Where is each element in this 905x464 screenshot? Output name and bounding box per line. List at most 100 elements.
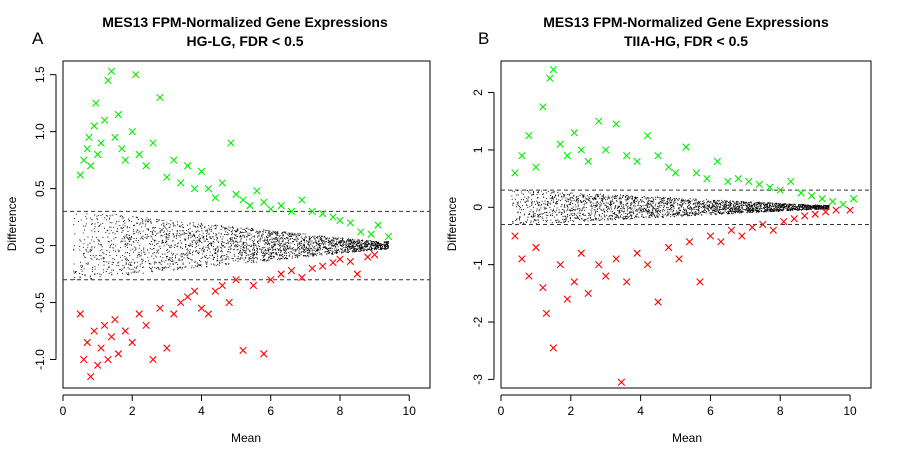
- nonsignificant-point: [289, 238, 291, 241]
- nonsignificant-point: [323, 236, 326, 238]
- nonsignificant-point: [321, 253, 323, 255]
- nonsignificant-point: [652, 197, 654, 199]
- nonsignificant-point: [258, 232, 260, 234]
- nonsignificant-point: [371, 246, 373, 248]
- nonsignificant-point: [716, 205, 718, 207]
- nonsignificant-point: [147, 229, 149, 231]
- nonsignificant-point: [198, 264, 200, 266]
- nonsignificant-point: [230, 242, 232, 245]
- nonsignificant-point: [220, 250, 222, 252]
- nonsignificant-point: [317, 244, 319, 246]
- nonsignificant-point: [129, 254, 131, 257]
- nonsignificant-point: [192, 252, 194, 254]
- nonsignificant-point: [307, 248, 309, 250]
- nonsignificant-point: [243, 231, 245, 233]
- nonsignificant-point: [345, 251, 347, 253]
- nonsignificant-point: [626, 214, 628, 216]
- nonsignificant-point: [317, 246, 319, 248]
- nonsignificant-point: [90, 278, 92, 280]
- nonsignificant-point: [806, 206, 808, 208]
- nonsignificant-point: [636, 210, 638, 212]
- nonsignificant-point: [161, 229, 163, 231]
- nonsignificant-point: [232, 257, 234, 259]
- nonsignificant-point: [768, 208, 770, 210]
- nonsignificant-point: [102, 269, 104, 271]
- nonsignificant-point: [690, 209, 692, 211]
- nonsignificant-point: [158, 267, 160, 269]
- nonsignificant-point: [278, 257, 280, 259]
- nonsignificant-point: [568, 209, 570, 211]
- nonsignificant-point: [639, 208, 641, 210]
- nonsignificant-point: [752, 203, 755, 205]
- nonsignificant-point: [118, 251, 120, 253]
- nonsignificant-point: [195, 243, 197, 246]
- nonsignificant-point: [705, 206, 707, 208]
- nonsignificant-point: [677, 213, 679, 215]
- nonsignificant-point: [276, 248, 278, 250]
- nonsignificant-point: [627, 212, 629, 214]
- nonsignificant-point: [111, 264, 113, 266]
- nonsignificant-point: [267, 248, 269, 250]
- nonsignificant-point: [221, 233, 223, 235]
- nonsignificant-point: [614, 208, 616, 210]
- nonsignificant-point: [286, 247, 288, 249]
- nonsignificant-point: [715, 201, 717, 203]
- nonsignificant-point: [739, 212, 741, 214]
- nonsignificant-point: [676, 210, 678, 212]
- nonsignificant-point: [558, 220, 560, 222]
- nonsignificant-point: [298, 248, 300, 250]
- nonsignificant-point: [353, 242, 356, 244]
- nonsignificant-point: [156, 219, 158, 221]
- nonsignificant-point: [115, 223, 117, 225]
- nonsignificant-point: [217, 246, 219, 248]
- nonsignificant-point: [754, 202, 756, 204]
- nonsignificant-point: [151, 236, 153, 238]
- nonsignificant-point: [512, 204, 514, 206]
- nonsignificant-point: [365, 245, 367, 247]
- nonsignificant-point: [198, 241, 200, 243]
- nonsignificant-point: [756, 201, 758, 203]
- nonsignificant-point: [602, 201, 604, 203]
- nonsignificant-point: [667, 207, 669, 209]
- nonsignificant-point: [99, 273, 101, 275]
- nonsignificant-point: [124, 245, 126, 247]
- nonsignificant-point: [716, 207, 718, 209]
- nonsignificant-point: [375, 246, 377, 248]
- nonsignificant-point: [710, 202, 712, 204]
- nonsignificant-point: [166, 248, 168, 250]
- nonsignificant-point: [212, 236, 214, 238]
- nonsignificant-point: [171, 260, 174, 262]
- nonsignificant-point: [251, 244, 253, 246]
- nonsignificant-point: [302, 244, 304, 246]
- nonsignificant-point: [146, 249, 149, 251]
- nonsignificant-point: [209, 235, 211, 237]
- nonsignificant-point: [656, 211, 658, 213]
- nonsignificant-point: [635, 196, 637, 198]
- nonsignificant-point: [540, 190, 542, 192]
- nonsignificant-point: [242, 242, 244, 244]
- upregulated-point: [163, 173, 171, 181]
- nonsignificant-point: [275, 231, 277, 233]
- nonsignificant-point: [682, 214, 684, 216]
- nonsignificant-point: [237, 243, 239, 245]
- nonsignificant-point: [611, 197, 613, 199]
- nonsignificant-point: [162, 268, 164, 270]
- nonsignificant-point: [662, 216, 664, 218]
- nonsignificant-point: [214, 249, 217, 252]
- nonsignificant-point: [804, 208, 806, 210]
- nonsignificant-point: [319, 238, 321, 240]
- nonsignificant-point: [554, 194, 557, 196]
- nonsignificant-point: [766, 207, 769, 209]
- nonsignificant-point: [584, 199, 586, 201]
- nonsignificant-point: [678, 209, 680, 211]
- nonsignificant-point: [605, 204, 607, 206]
- nonsignificant-point: [257, 245, 259, 247]
- upregulated-point: [374, 221, 382, 229]
- nonsignificant-point: [381, 245, 383, 247]
- nonsignificant-point: [271, 246, 273, 248]
- nonsignificant-point: [366, 248, 368, 250]
- nonsignificant-point: [527, 189, 529, 192]
- nonsignificant-point: [569, 203, 571, 206]
- nonsignificant-point: [82, 246, 84, 248]
- nonsignificant-point: [679, 204, 681, 206]
